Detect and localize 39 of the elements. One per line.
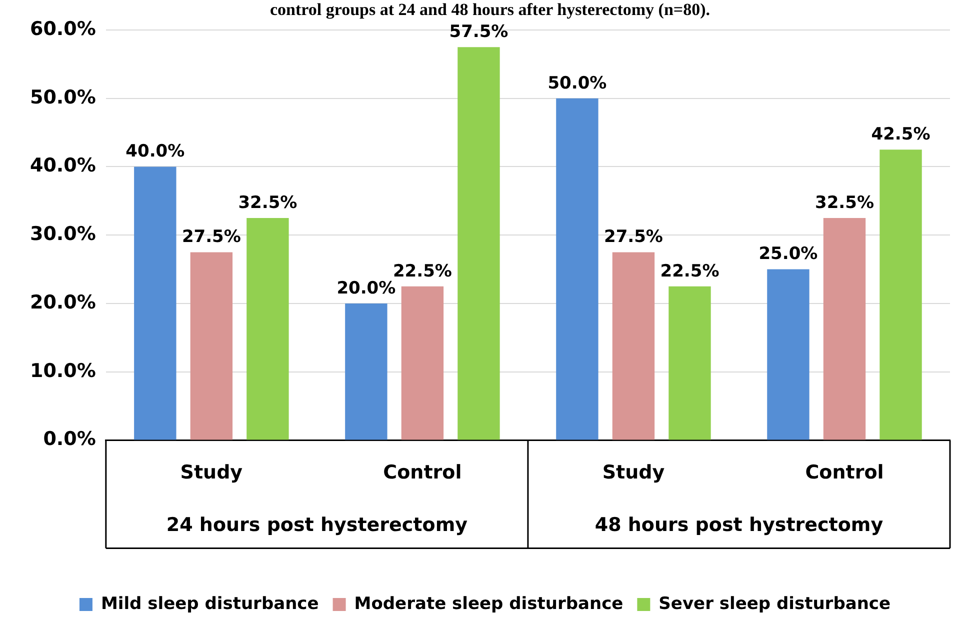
text: 48 hours post hystrectomy [594,514,884,536]
bar [458,47,500,440]
text: 24 hours post hysterectomy [166,514,468,536]
bar [345,303,388,440]
legend-label: Moderate sleep disturbance [354,594,624,614]
y-tick-label: 10.0% [30,360,96,382]
data-label: 50.0% [548,73,607,94]
bar [880,150,922,440]
bar [767,269,810,440]
y-tick-label: 20.0% [30,291,96,314]
y-tick-label: 30.0% [30,223,96,246]
data-label: 32.5% [814,192,874,213]
x-tick-label: Control [383,462,462,484]
data-label: 57.5% [449,22,508,42]
x-tick-label: Study [180,462,244,484]
bar [246,218,289,440]
bar [190,252,233,440]
data-label: 22.5% [660,261,720,282]
x-tick-label: Control [805,462,884,484]
data-label: 25.0% [758,244,818,264]
legend-label: Sever sleep disturbance [658,594,891,614]
bar [612,252,655,440]
y-tick-label: 60.0% [30,18,96,40]
chart-title: control groups at 24 and 48 hours after hysterectomy (n=80). [270,0,710,19]
bar [556,98,598,440]
legend-label: Mild sleep disturbance [100,594,319,614]
y-tick-label: 40.0% [30,154,96,177]
y-tick-label: 0.0% [43,428,96,450]
data-label: 32.5% [238,192,298,213]
data-label: 40.0% [126,142,185,162]
bar [823,218,866,440]
y-tick-label: 50.0% [30,86,96,108]
data-label: 42.5% [871,124,930,145]
bar [668,286,711,440]
data-label: 27.5% [182,227,241,248]
data-label: 27.5% [604,227,663,248]
x-tick-label: Study [602,462,666,484]
bar [401,286,444,440]
bar [134,166,176,440]
